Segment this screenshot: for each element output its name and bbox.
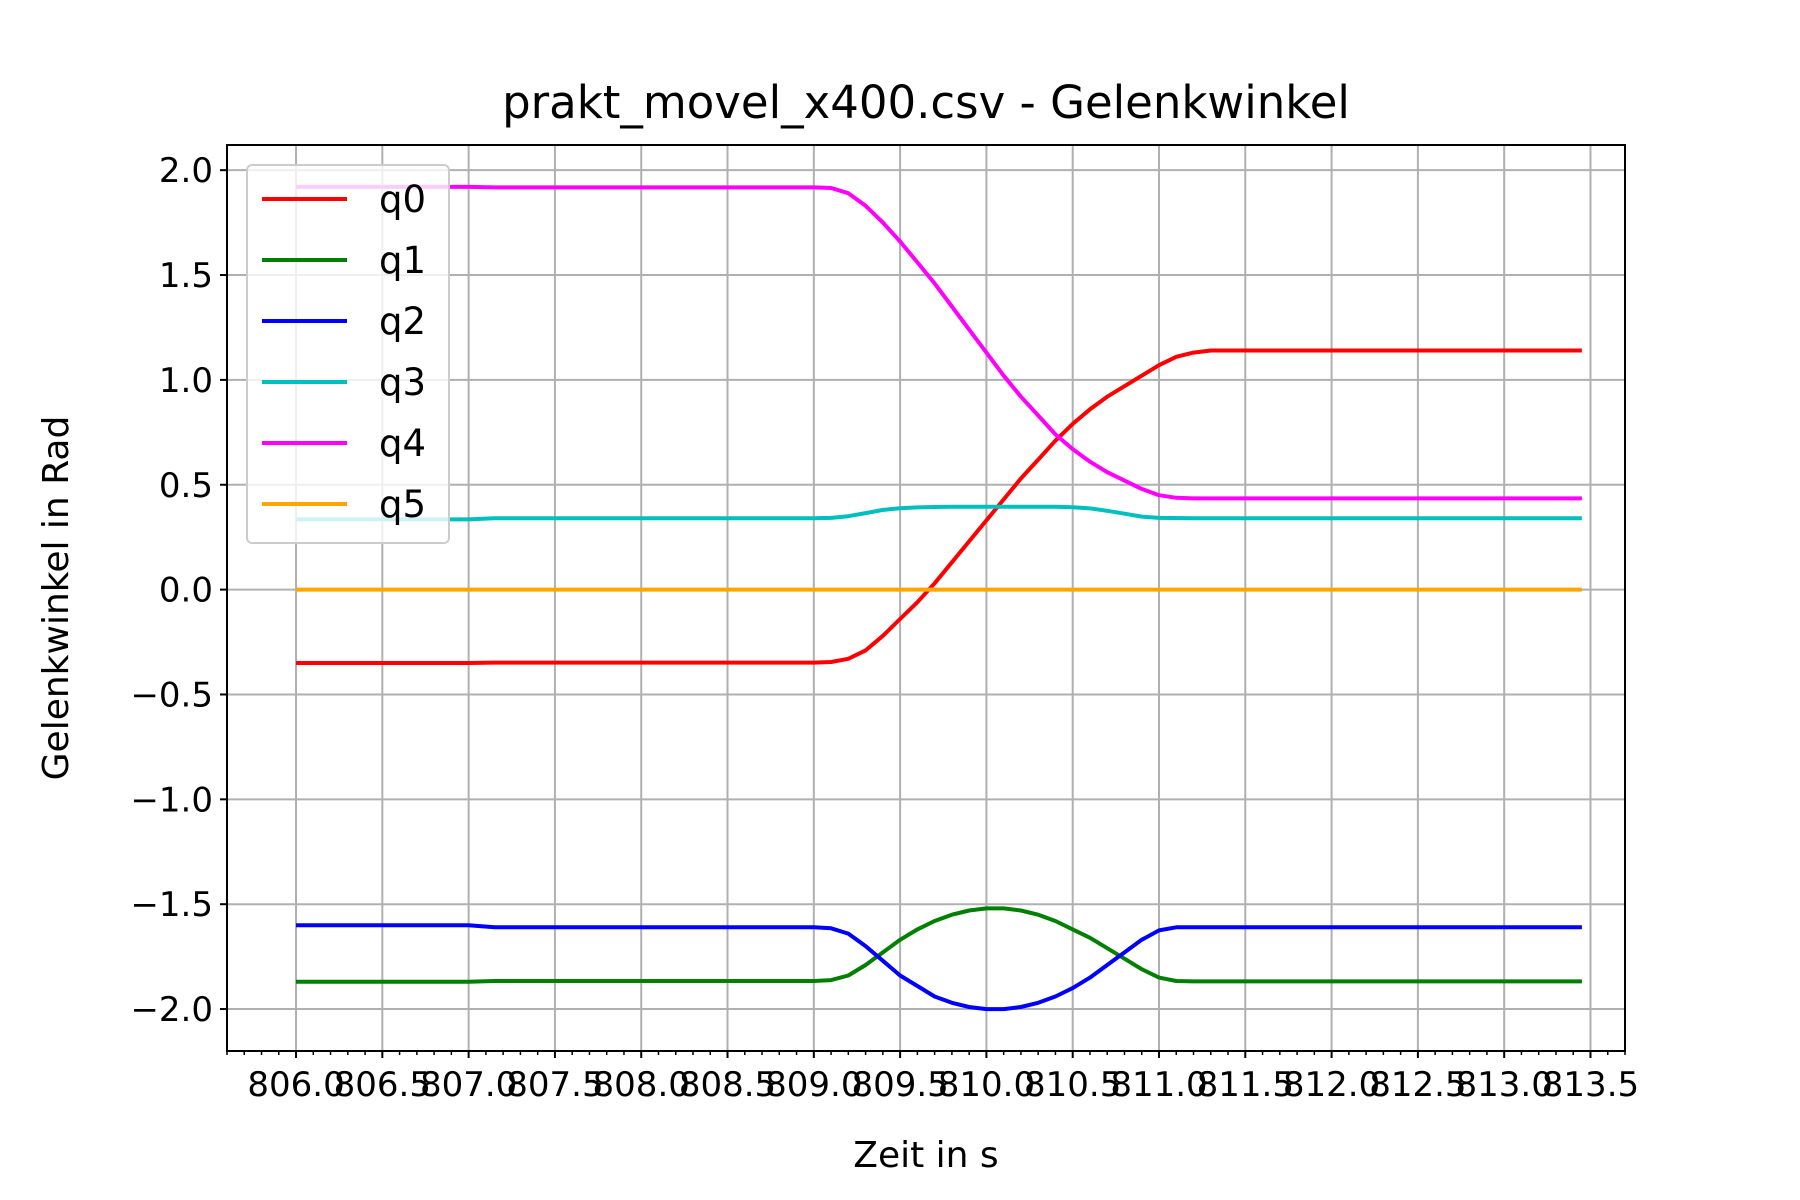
x-tick-label: 811.0 xyxy=(1110,1065,1207,1105)
legend-label-q3: q3 xyxy=(379,361,426,404)
legend-label-q1: q1 xyxy=(379,239,426,282)
series-line-q3 xyxy=(296,504,1582,522)
x-tick-label: 807.5 xyxy=(506,1065,603,1105)
y-tick-label: −1.5 xyxy=(130,885,213,925)
x-tick-label: 813.0 xyxy=(1456,1065,1553,1105)
x-tick-label: 812.5 xyxy=(1369,1065,1466,1105)
series-line-q2 xyxy=(296,923,1582,1012)
axis-ticks: 806.0806.5807.0807.5808.0808.5809.0809.5… xyxy=(130,151,1639,1105)
x-tick-label: 812.0 xyxy=(1283,1065,1380,1105)
x-tick-label: 810.0 xyxy=(938,1065,1035,1105)
x-tick-label: 809.5 xyxy=(851,1065,948,1105)
x-tick-label: 809.0 xyxy=(765,1065,862,1105)
x-tick-label: 811.5 xyxy=(1197,1065,1294,1105)
y-tick-label: 0.5 xyxy=(159,466,213,506)
y-tick-label: 1.5 xyxy=(159,256,213,296)
legend-label-q2: q2 xyxy=(379,300,426,343)
series-line-q4 xyxy=(296,184,1582,501)
series-line-q0 xyxy=(296,348,1582,665)
x-tick-label: 807.0 xyxy=(420,1065,517,1105)
legend-label-q0: q0 xyxy=(379,178,426,221)
x-tick-label: 806.0 xyxy=(247,1065,344,1105)
y-tick-label: 0.0 xyxy=(159,571,213,611)
legend-label-q4: q4 xyxy=(379,422,426,465)
x-tick-label: 808.5 xyxy=(679,1065,776,1105)
x-axis-label: Zeit in s xyxy=(853,1135,998,1176)
legend-label-q5: q5 xyxy=(379,483,426,526)
y-tick-label: −1.0 xyxy=(130,780,213,820)
x-tick-label: 813.5 xyxy=(1542,1065,1639,1105)
x-tick-label: 806.5 xyxy=(334,1065,431,1105)
y-tick-label: −0.5 xyxy=(130,675,213,715)
y-tick-label: 1.0 xyxy=(159,361,213,401)
y-tick-label: 2.0 xyxy=(159,151,213,191)
plot-area-frame xyxy=(226,144,1626,1052)
plot-lines xyxy=(296,184,1582,1012)
y-axis-label: Gelenkwinkel in Rad xyxy=(36,416,77,781)
chart-title: prakt_movel_x400.csv - Gelenkwinkel xyxy=(502,76,1350,129)
series-line-q1 xyxy=(296,906,1582,984)
y-tick-label: −2.0 xyxy=(130,990,213,1030)
grid xyxy=(227,145,1625,1051)
x-tick-label: 810.5 xyxy=(1024,1065,1121,1105)
legend: q0 q1 q2 q3 q4 q5 xyxy=(246,164,450,544)
x-tick-label: 808.0 xyxy=(593,1065,690,1105)
